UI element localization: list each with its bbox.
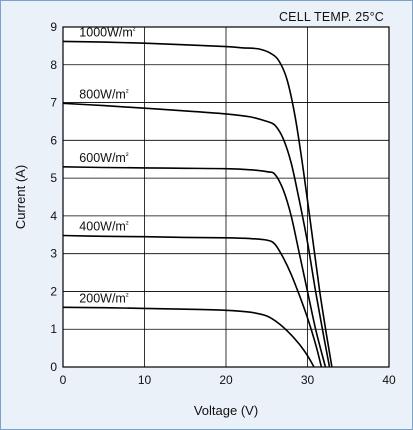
series-line xyxy=(62,166,327,368)
y-tick-label: 6 xyxy=(50,133,57,147)
y-tick-label: 9 xyxy=(50,20,57,34)
x-tick-label: 30 xyxy=(301,373,315,387)
series-line xyxy=(62,40,333,368)
series-line xyxy=(62,306,315,368)
y-tick-label: 7 xyxy=(50,96,57,110)
series-label: 600W/m² xyxy=(79,151,129,165)
x-axis-label: Voltage (V) xyxy=(194,403,258,418)
y-tick-label: 3 xyxy=(50,247,57,261)
tick-labels: 0 10 20 30 40 0 1 2 3 4 5 6 7 8 9 xyxy=(50,20,396,387)
x-tick-label: 0 xyxy=(60,373,67,387)
series-lines xyxy=(62,40,333,368)
series-label: 1000W/m² xyxy=(79,25,136,39)
y-tick-label: 1 xyxy=(50,322,57,336)
series-label: 200W/m² xyxy=(79,291,129,305)
y-tick-label: 8 xyxy=(50,58,57,72)
cell-temp-note: CELL TEMP. 25°C xyxy=(279,10,384,24)
y-tick-label: 0 xyxy=(50,360,57,374)
x-tick-label: 20 xyxy=(219,373,233,387)
series-line xyxy=(62,102,331,368)
series-label: 800W/m² xyxy=(79,87,129,101)
x-tick-label: 40 xyxy=(382,373,396,387)
series-line xyxy=(62,234,323,368)
x-tick-label: 10 xyxy=(138,373,152,387)
series-label: 400W/m² xyxy=(79,220,129,234)
y-tick-label: 4 xyxy=(50,209,57,223)
series-labels: 1000W/m² 800W/m² 600W/m² 400W/m² 200W/m² xyxy=(79,25,136,305)
y-tick-label: 2 xyxy=(50,284,57,298)
y-tick-label: 5 xyxy=(50,171,57,185)
y-axis-label: Current (A) xyxy=(13,165,28,229)
